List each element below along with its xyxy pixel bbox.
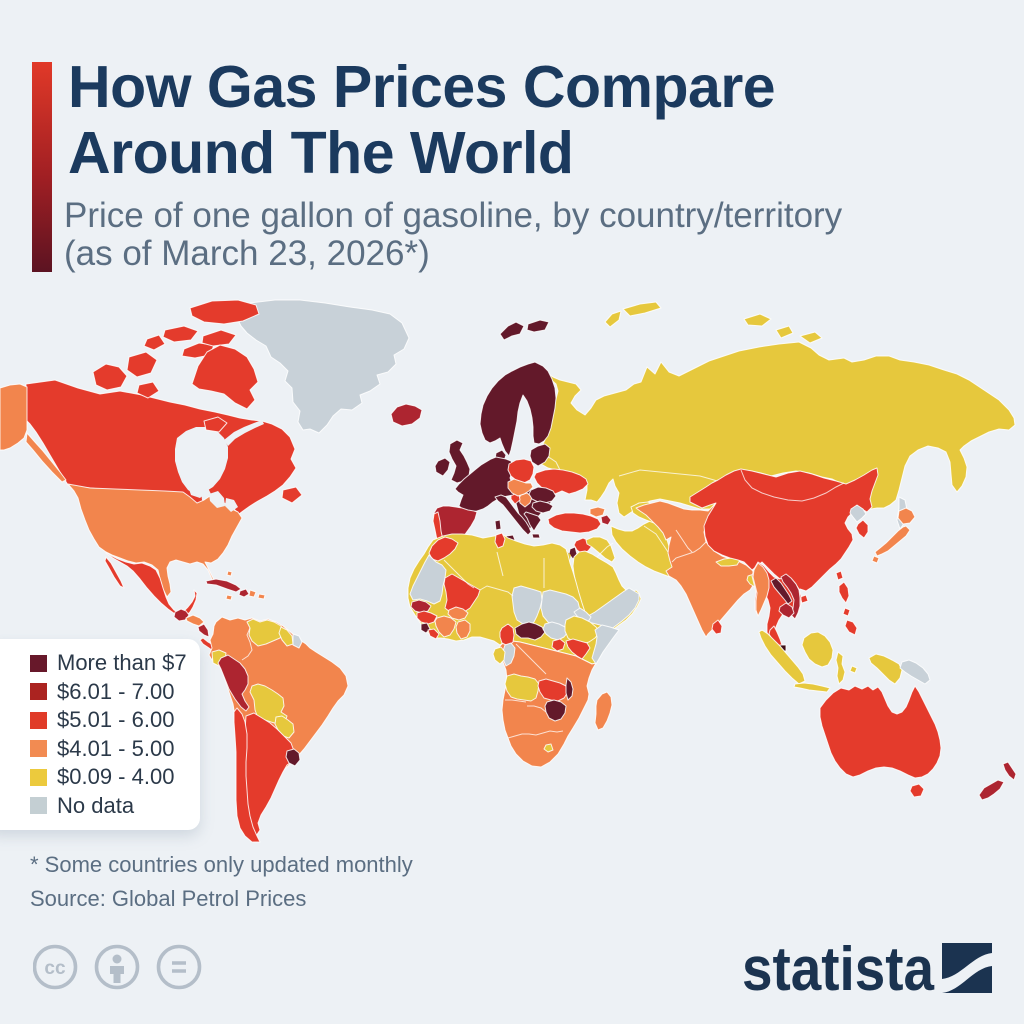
svg-text:cc: cc — [44, 958, 66, 979]
svg-text:statista: statista — [742, 939, 934, 999]
